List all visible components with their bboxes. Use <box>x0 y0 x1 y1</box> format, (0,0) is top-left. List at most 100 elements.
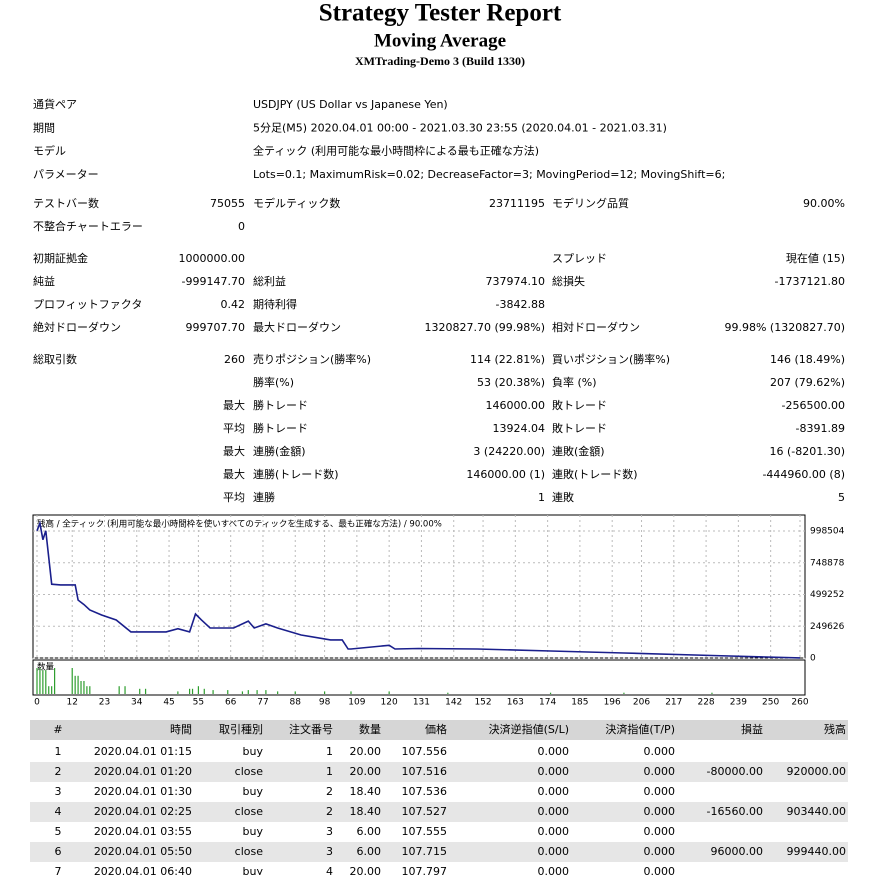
stat-label: 勝トレード <box>253 421 308 435</box>
table-cell: 7 <box>55 865 62 875</box>
table-header: 時間 <box>170 723 192 736</box>
table-header: # <box>53 723 62 736</box>
row-bg <box>30 802 848 822</box>
x-tick-label: 12 <box>66 698 77 708</box>
volume-bar <box>203 688 205 694</box>
table-cell: 2 <box>326 805 333 818</box>
stat-label: 敗トレード <box>552 421 607 435</box>
table-cell: 0.000 <box>644 765 676 778</box>
table-cell: 2 <box>326 785 333 798</box>
volume-bar <box>323 691 326 694</box>
volume-bar <box>51 686 53 694</box>
table-cell: 999440.00 <box>787 845 847 858</box>
stat-label: 連敗(トレード数) <box>552 467 638 481</box>
setting-label: 期間 <box>33 121 55 134</box>
table-header-bg <box>30 720 848 740</box>
y-tick-label: 998504 <box>810 527 845 537</box>
y-tick-label: 748878 <box>810 558 845 568</box>
table-cell: 2020.04.01 02:25 <box>94 805 192 818</box>
stat-value: 737974.10 <box>486 275 546 288</box>
x-tick-label: 66 <box>225 698 237 708</box>
stat-value: 23711195 <box>489 197 545 210</box>
volume-bar <box>265 690 267 694</box>
stat-value: 0.42 <box>221 298 246 311</box>
table-cell: 2020.04.01 05:50 <box>94 845 192 858</box>
y-tick-label: 249626 <box>810 622 845 632</box>
volume-bar <box>45 670 47 694</box>
volume-bar <box>118 686 120 694</box>
table-cell: 107.527 <box>402 805 448 818</box>
stat-label: 総損失 <box>552 274 585 288</box>
stat-label: 売りポジション(勝率%) <box>253 352 371 366</box>
x-tick-label: 98 <box>319 698 331 708</box>
volume-bar <box>36 668 38 694</box>
x-tick-label: 45 <box>163 698 174 708</box>
volume-bar <box>447 692 449 694</box>
stat-label: プロフィットファクタ <box>33 298 142 311</box>
table-cell: 107.797 <box>402 865 448 875</box>
table-cell: close <box>235 805 264 818</box>
stat-value: -8391.89 <box>796 422 845 435</box>
table-cell: 2020.04.01 06:40 <box>94 865 192 875</box>
stat-label: 純益 <box>33 274 55 288</box>
table-cell: 2020.04.01 01:15 <box>94 745 192 758</box>
table-cell: 6.00 <box>357 825 382 838</box>
table-cell: 0.000 <box>644 785 676 798</box>
volume-bar <box>191 688 194 694</box>
x-tick-label: 0 <box>34 698 40 708</box>
stat-qualifier: 平均 <box>223 491 245 504</box>
x-tick-label: 142 <box>445 698 462 708</box>
table-cell: 4 <box>55 805 62 818</box>
stat-label: 不整合チャートエラー <box>33 219 143 233</box>
table-header: 数量 <box>359 723 381 736</box>
stat-value: 99.98% (1320827.70) <box>724 321 845 334</box>
stat-value: 146000.00 <box>486 399 546 412</box>
x-tick-label: 120 <box>381 698 398 708</box>
table-cell: 96000.00 <box>711 845 764 858</box>
volume-bar <box>177 691 179 694</box>
table-cell: 20.00 <box>350 745 382 758</box>
volume-bar <box>80 681 82 694</box>
stat-value: 53 (20.38%) <box>477 376 545 389</box>
table-cell: 2020.04.01 03:55 <box>94 825 192 838</box>
stat-value: 現在値 (15) <box>786 252 845 265</box>
table-header: 価格 <box>425 722 447 736</box>
table-cell: 107.715 <box>402 845 448 858</box>
stat-label: 初期証拠金 <box>33 251 88 265</box>
table-cell: 0.000 <box>538 785 570 798</box>
volume-bar <box>256 690 258 694</box>
chart-frame <box>32 514 806 659</box>
table-cell: buy <box>243 745 264 758</box>
stat-label: 総利益 <box>253 274 286 288</box>
table-header: 残高 <box>824 722 846 736</box>
volume-bar <box>189 688 191 694</box>
table-cell: 107.536 <box>402 785 448 798</box>
table-cell: 0.000 <box>644 805 676 818</box>
volume-bar <box>83 681 85 694</box>
build: XMTrading-Demo 3 (Build 1330) <box>355 54 525 68</box>
volume-bar <box>74 675 76 694</box>
stat-label: 最大ドローダウン <box>253 320 341 334</box>
stat-value: -1737121.80 <box>775 275 845 288</box>
x-tick-label: 88 <box>290 698 302 708</box>
table-header: 決済指値(T/P) <box>605 722 675 736</box>
setting-label: パラメーター <box>33 168 99 181</box>
x-tick-label: 163 <box>507 698 524 708</box>
subtitle: Moving Average <box>374 30 506 51</box>
x-tick-label: 23 <box>99 698 110 708</box>
stat-value: -444960.00 (8) <box>762 468 845 481</box>
stat-label: モデリング品質 <box>552 196 629 210</box>
table-cell: 107.555 <box>402 825 448 838</box>
x-tick-label: 109 <box>348 698 365 708</box>
stat-qualifier: 最大 <box>223 444 245 458</box>
table-cell: 0.000 <box>538 765 570 778</box>
stat-label: 敗トレード <box>552 398 607 412</box>
table-cell: 0.000 <box>644 825 676 838</box>
volume-frame <box>32 659 806 696</box>
stat-value: 207 (79.62%) <box>770 376 845 389</box>
table-cell: 6 <box>55 845 62 858</box>
table-cell: 0.000 <box>538 865 570 875</box>
stat-label: 連勝(金額) <box>253 444 306 458</box>
volume-bar <box>247 690 249 694</box>
stat-value: 1 <box>538 491 545 504</box>
